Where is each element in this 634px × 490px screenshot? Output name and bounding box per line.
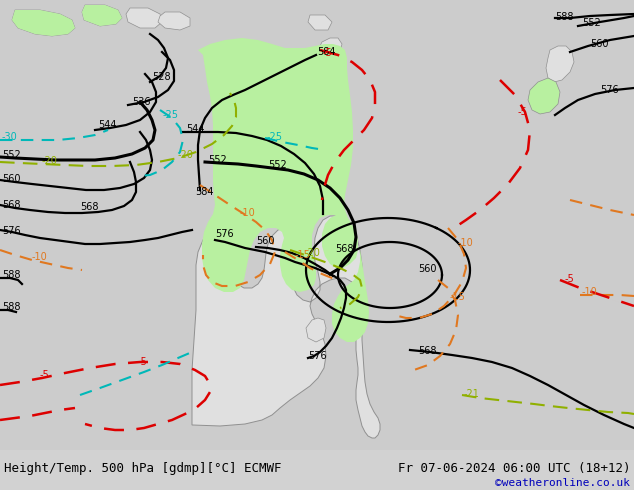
Polygon shape: [308, 15, 332, 30]
Text: 552: 552: [268, 160, 287, 170]
Text: -10: -10: [458, 238, 474, 248]
Text: -10: -10: [32, 252, 48, 262]
Polygon shape: [12, 10, 75, 36]
Text: -5: -5: [323, 48, 333, 58]
Text: 568: 568: [418, 346, 436, 356]
Polygon shape: [528, 78, 560, 114]
Text: 552: 552: [2, 150, 21, 160]
Text: -20: -20: [305, 248, 321, 258]
Text: 584: 584: [317, 47, 335, 57]
Polygon shape: [546, 46, 574, 82]
Text: 576: 576: [2, 226, 21, 236]
Text: 544: 544: [98, 120, 117, 130]
Polygon shape: [158, 12, 190, 30]
Text: 576: 576: [600, 85, 619, 95]
Text: 568: 568: [2, 200, 20, 210]
Text: -5: -5: [518, 107, 527, 117]
Text: 560: 560: [590, 39, 609, 49]
Text: 560: 560: [418, 264, 436, 274]
Polygon shape: [320, 38, 342, 56]
Text: 552: 552: [208, 155, 227, 165]
Text: 568: 568: [335, 244, 354, 254]
Text: -25: -25: [163, 110, 179, 120]
Polygon shape: [12, 10, 75, 36]
Text: -20: -20: [178, 150, 194, 160]
Text: -15: -15: [295, 250, 311, 260]
Text: -5: -5: [565, 274, 575, 284]
Text: -25: -25: [267, 132, 283, 142]
Polygon shape: [192, 216, 380, 438]
Text: 584: 584: [195, 187, 214, 197]
Text: 544: 544: [186, 124, 205, 134]
Text: 560: 560: [2, 174, 20, 184]
Text: ©weatheronline.co.uk: ©weatheronline.co.uk: [495, 478, 630, 488]
Text: 576: 576: [308, 351, 327, 361]
Polygon shape: [82, 5, 122, 26]
Text: 576: 576: [215, 229, 233, 239]
Text: -20: -20: [42, 156, 58, 166]
Text: -15: -15: [450, 292, 466, 302]
Text: -30: -30: [2, 132, 18, 142]
Text: 588: 588: [555, 12, 574, 22]
Text: 568: 568: [80, 202, 98, 212]
Polygon shape: [332, 250, 369, 342]
Text: 552: 552: [582, 18, 601, 28]
Polygon shape: [306, 318, 326, 342]
Polygon shape: [126, 8, 162, 28]
Text: Fr 07-06-2024 06:00 UTC (18+12): Fr 07-06-2024 06:00 UTC (18+12): [398, 462, 630, 475]
Polygon shape: [198, 38, 358, 292]
Text: 588: 588: [2, 270, 20, 280]
Text: 528: 528: [152, 72, 171, 82]
Text: -10: -10: [240, 208, 256, 218]
Polygon shape: [82, 5, 122, 26]
Text: 536: 536: [132, 97, 150, 107]
Text: -5: -5: [40, 370, 49, 380]
Text: 588: 588: [2, 302, 20, 312]
Text: 560: 560: [256, 236, 275, 246]
Text: -21: -21: [464, 389, 480, 399]
Text: -10: -10: [582, 287, 598, 297]
Text: Height/Temp. 500 hPa [gdmp][°C] ECMWF: Height/Temp. 500 hPa [gdmp][°C] ECMWF: [4, 462, 281, 475]
Text: -5: -5: [138, 357, 148, 367]
